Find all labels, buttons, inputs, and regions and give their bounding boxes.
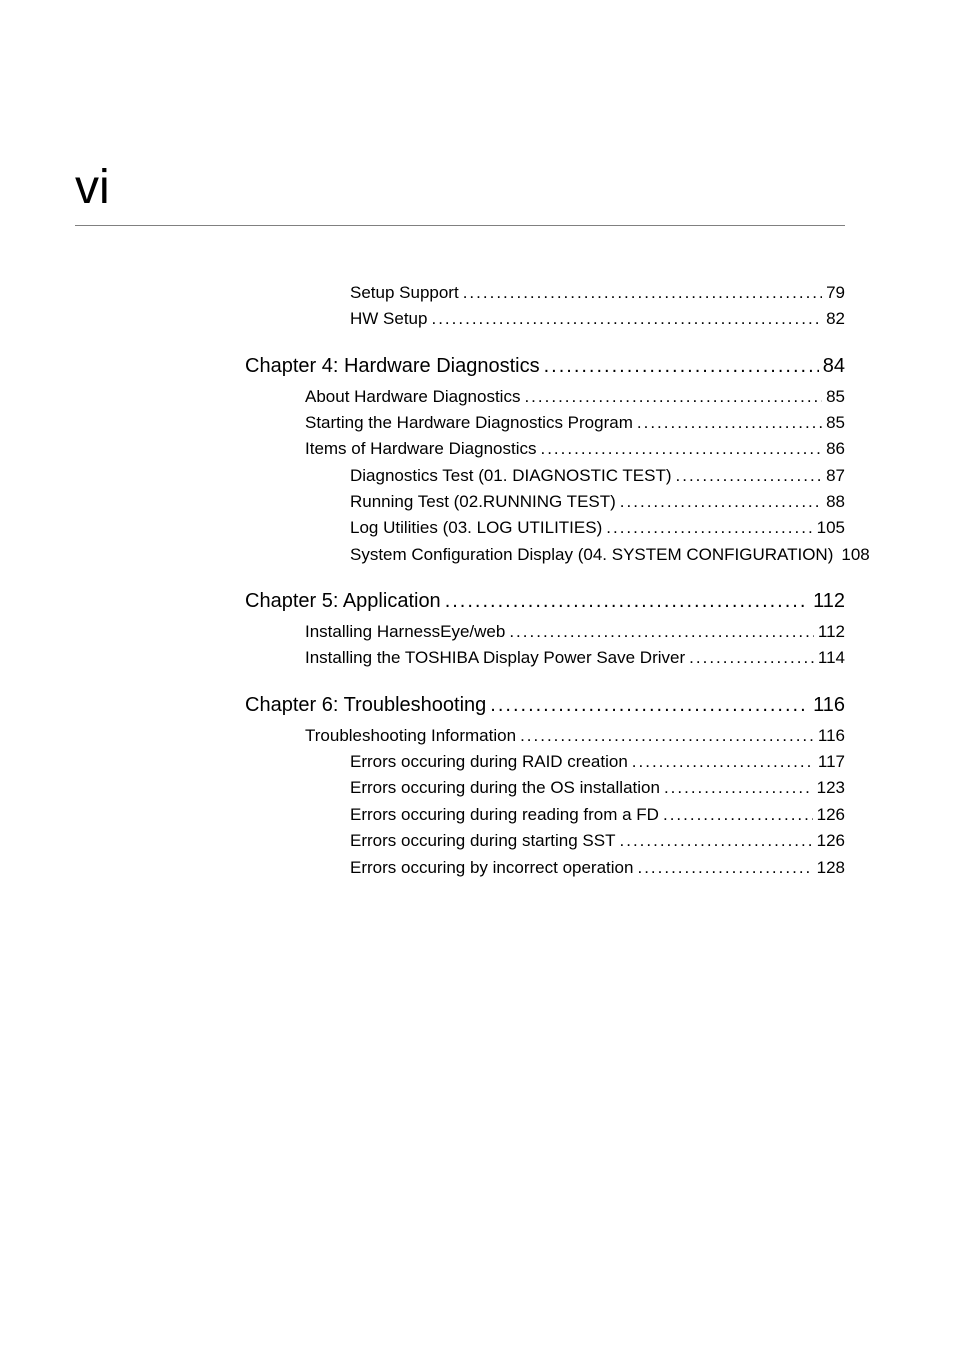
toc-item-line: Diagnostics Test (01. DIAGNOSTIC TEST)..… [245,463,845,489]
page-number: vi [75,160,110,215]
toc-item-line: Errors occuring during RAID creation....… [245,749,845,775]
toc-page-number: 87 [826,463,845,489]
toc-dots: ........................................… [664,775,813,801]
toc-label: Chapter 4: Hardware Diagnostics [245,351,540,382]
toc-page-number: 79 [826,280,845,306]
toc-page-number: 112 [818,619,845,645]
toc-item-line: Starting the Hardware Diagnostics Progra… [245,410,845,436]
toc-chapter-line: Chapter 5: Application..................… [245,586,845,617]
toc-dots: ........................................… [676,463,823,489]
toc-label: Errors occuring during reading from a FD [350,802,659,828]
toc-page-number: 105 [817,515,845,541]
toc-dots: ........................................… [689,645,814,671]
toc-dots: ........................................… [509,619,814,645]
toc-label: Errors occuring by incorrect operation [350,855,633,881]
toc-page-number: 126 [817,802,845,828]
toc-page-number: 84 [823,351,845,382]
toc-item-line: HW Setup................................… [245,306,845,332]
toc-label: Errors occuring during starting SST [350,828,616,854]
toc-page-number: 128 [817,855,845,881]
toc-dots: ........................................… [524,384,822,410]
toc-dots: ........................................… [431,306,822,332]
toc-page-number: 116 [813,690,845,721]
toc-page-number: 85 [826,384,845,410]
toc-dots: ........................................… [637,410,822,436]
toc-page-number: 126 [817,828,845,854]
toc-label: HW Setup [350,306,427,332]
toc-item-line: Items of Hardware Diagnostics...........… [245,436,845,462]
toc-page-number: 116 [818,723,845,749]
toc-content: Setup Support...........................… [245,280,845,881]
toc-dots: ........................................… [544,351,819,382]
toc-page-number: 85 [826,410,845,436]
toc-item-line: Installing HarnessEye/web...............… [245,619,845,645]
toc-label: Running Test (02.RUNNING TEST) [350,489,616,515]
toc-label: About Hardware Diagnostics [305,384,520,410]
toc-item-line: Errors occuring during reading from a FD… [245,802,845,828]
toc-page-number: 82 [826,306,845,332]
toc-page-number: 114 [818,645,845,671]
toc-label: Errors occuring during the OS installati… [350,775,660,801]
toc-item-line: Setup Support...........................… [245,280,845,306]
toc-dots: ........................................… [490,690,809,721]
toc-label: Installing the TOSHIBA Display Power Sav… [305,645,685,671]
toc-label: Starting the Hardware Diagnostics Progra… [305,410,633,436]
toc-page-number: 112 [813,586,845,617]
toc-item-line: Errors occuring during the OS installati… [245,775,845,801]
toc-chapter-line: Chapter 6: Troubleshooting..............… [245,690,845,721]
toc-label: Setup Support [350,280,459,306]
toc-dots: ........................................… [520,723,814,749]
toc-item-line: About Hardware Diagnostics..............… [245,384,845,410]
toc-dots: ........................................… [663,802,813,828]
toc-label: Log Utilities (03. LOG UTILITIES) [350,515,602,541]
toc-label: Chapter 6: Troubleshooting [245,690,486,721]
toc-item-line: Log Utilities (03. LOG UTILITIES).......… [245,515,845,541]
toc-item-line: Errors occuring during starting SST.....… [245,828,845,854]
toc-label: Diagnostics Test (01. DIAGNOSTIC TEST) [350,463,672,489]
toc-label: System Configuration Display (04. SYSTEM… [350,542,833,568]
toc-label: Items of Hardware Diagnostics [305,436,536,462]
toc-label: Troubleshooting Information [305,723,516,749]
toc-page-number: 108 [841,542,869,568]
toc-item-line: Installing the TOSHIBA Display Power Sav… [245,645,845,671]
toc-item-line: Running Test (02.RUNNING TEST)..........… [245,489,845,515]
toc-item-line: Errors occuring by incorrect operation..… [245,855,845,881]
toc-label: Chapter 5: Application [245,586,441,617]
toc-dots: ........................................… [620,489,822,515]
toc-dots: ........................................… [463,280,822,306]
toc-dots: ........................................… [632,749,814,775]
separator-line [75,225,845,226]
toc-page-number: 123 [817,775,845,801]
toc-page-number: 86 [826,436,845,462]
toc-dots: ........................................… [540,436,822,462]
toc-page-number: 88 [826,489,845,515]
toc-label: Installing HarnessEye/web [305,619,505,645]
toc-dots: ........................................… [620,828,813,854]
toc-dots: ........................................… [606,515,812,541]
toc-dots: ........................................… [637,855,812,881]
toc-item-line: System Configuration Display (04. SYSTEM… [245,542,845,568]
toc-item-line: Troubleshooting Information.............… [245,723,845,749]
toc-dots: ........................................… [445,586,809,617]
toc-chapter-line: Chapter 4: Hardware Diagnostics.........… [245,351,845,382]
toc-label: Errors occuring during RAID creation [350,749,628,775]
toc-page-number: 117 [818,749,845,775]
